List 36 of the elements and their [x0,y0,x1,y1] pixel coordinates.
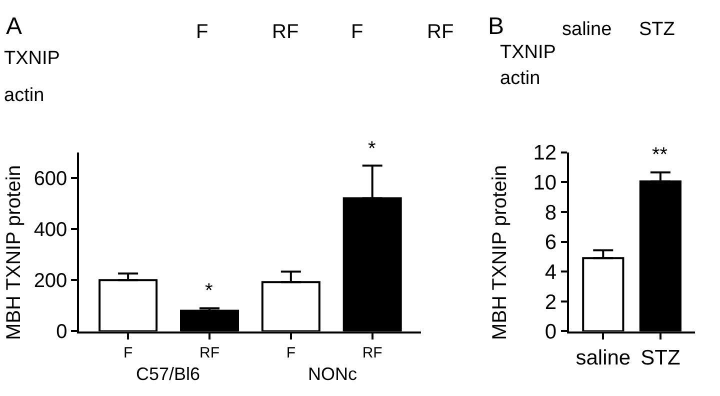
text: saline [562,19,612,40]
x-tick-label: RF [199,344,220,362]
text: TXNIP [4,48,60,69]
y-tick-label: 10 [533,171,557,194]
x-tick-label: saline [576,346,631,370]
data-label: * [368,138,376,160]
text: STZ [639,19,676,40]
x-tick-label: F [123,344,133,362]
y-tick-label: 200 [34,270,68,292]
text: B [488,13,504,40]
y-tick-label: 4 [544,260,557,284]
y-tick-label: 400 [34,218,68,241]
y-tick-label: 8 [544,201,557,224]
text: A [6,13,22,40]
text: actin [500,68,540,89]
text: F [196,21,208,43]
y-tick-label: 2 [544,290,557,314]
text: RF [272,21,299,43]
text: F [351,21,364,43]
text: actin [4,85,44,106]
y-axis-title: MBH TXNIP protein [489,165,512,340]
y-axis-title: MBH TXNIP protein [3,165,26,340]
data-label: * [205,280,213,302]
text: TXNIP [500,42,556,63]
y-tick-label: 0 [544,320,557,344]
x-tick-label: RF [362,344,382,362]
y-tick-label: 6 [544,231,557,254]
data-label: ** [652,144,668,166]
x-tick-label: STZ [640,346,680,370]
y-tick-label: 12 [533,142,557,165]
text: RF [427,21,454,43]
y-tick-label: 0 [56,321,68,344]
text: NONc [308,364,357,384]
text: C57/Bl6 [136,364,200,384]
x-tick-label: F [286,344,296,362]
y-tick-label: 600 [34,168,68,190]
